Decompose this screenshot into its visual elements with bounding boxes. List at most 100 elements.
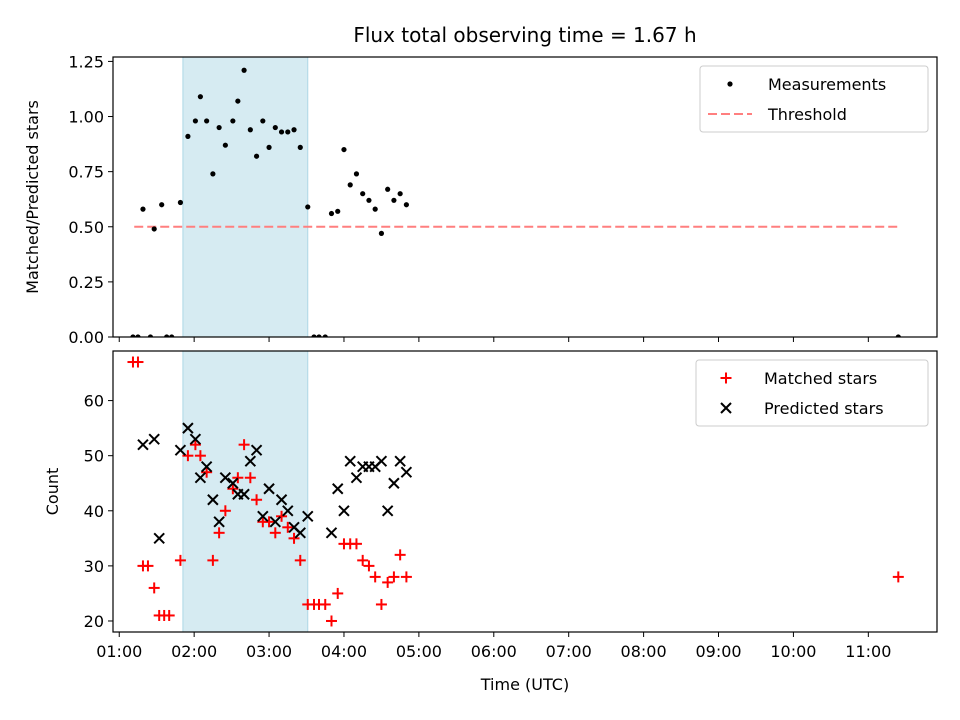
x-tick-label: 08:00 [621, 642, 667, 661]
matched-star-point [400, 571, 412, 583]
measurement-point [316, 334, 322, 337]
x-tick-label: 04:00 [321, 642, 367, 661]
predicted-marker-b [381, 505, 394, 517]
figure-title: Flux total observing time = 1.67 h [353, 23, 696, 47]
y-tick-label: 40 [84, 502, 104, 521]
legend: Matched stars Predicted stars [695, 359, 929, 427]
legend-label: Measurements [768, 75, 886, 94]
measurement-point [291, 127, 297, 133]
predicted-star-point [381, 505, 394, 517]
predicted-star-point [148, 433, 160, 445]
measurement-point [247, 127, 253, 133]
legend: Measurements Threshold [699, 65, 929, 133]
matched-star-point [288, 532, 300, 544]
y-tick-label: 20 [84, 612, 104, 631]
predicted-marker-b [153, 532, 165, 545]
measurement-point [169, 334, 175, 337]
predicted-marker-b [263, 483, 275, 495]
legend-marker-measurement [727, 81, 733, 87]
x-tick-label: 11:00 [845, 642, 891, 661]
plot-frame [112, 56, 938, 338]
y-tick-label: 0.50 [68, 218, 104, 237]
count-panel: 20 30 40 50 60 01:00 02:00 03:00 04:00 05:00 06:00… [43, 350, 938, 694]
measurement-point [391, 197, 397, 203]
measurement-point [266, 144, 272, 150]
predicted-marker-b [350, 472, 363, 484]
plot-frame [112, 350, 938, 633]
matched-star-point [363, 560, 375, 572]
predicted-marker-b [238, 488, 250, 500]
predicted-star-point [207, 494, 219, 506]
predicted-star-point [250, 444, 263, 456]
x-tick-label: 05:00 [396, 642, 442, 661]
legend-box [695, 359, 929, 427]
y-tick-label: 0.75 [68, 163, 104, 182]
measurement-point [164, 334, 170, 337]
predicted-marker-b [400, 466, 413, 478]
predicted-marker-b [244, 455, 257, 467]
predicted-marker-b [394, 455, 406, 467]
predicted-star-point [375, 455, 388, 467]
predicted-marker-b [375, 455, 388, 467]
predicted-star-point [332, 483, 344, 495]
measurement-point [185, 133, 191, 139]
matched-star-point [142, 560, 154, 572]
predicted-star-point [227, 477, 239, 489]
matched-star-point [182, 450, 194, 462]
legend-marker-predicted-b [720, 402, 732, 414]
measurement-point [385, 186, 391, 192]
measurement-point [140, 206, 146, 212]
predicted-marker-b [269, 516, 282, 528]
predicted-star-point [194, 472, 207, 484]
predicted-star-point [282, 505, 294, 517]
measurement-point [216, 124, 222, 131]
predicted-star-point [182, 422, 194, 434]
predicted-marker-b [194, 472, 207, 484]
measurement-point [305, 204, 311, 210]
predicted-marker-b [344, 455, 356, 467]
predicted-marker-b [257, 510, 269, 523]
y-tick-label: 1.00 [68, 108, 104, 127]
measurement-point [403, 202, 409, 208]
predicted-marker-b [189, 433, 202, 445]
predicted-star-point [400, 466, 413, 478]
x-tick-label: 02:00 [171, 642, 217, 661]
measurement-point [397, 191, 403, 197]
x-tick-label: 07:00 [546, 642, 592, 661]
measurement-point [272, 124, 278, 131]
matched-star-point [276, 510, 288, 522]
matched-star-point [189, 439, 201, 451]
predicted-star-point [200, 460, 213, 473]
x-tick-label: 09:00 [695, 642, 741, 661]
predicted-marker-b [219, 472, 232, 484]
x-tick-label: 10:00 [770, 642, 816, 661]
predicted-star-point [244, 455, 257, 467]
predicted-star-point [338, 505, 350, 517]
measurement-point [235, 98, 241, 104]
matched-star-point [219, 505, 231, 517]
predicted-star-point [189, 433, 202, 445]
predicted-marker-b [388, 477, 400, 489]
shaded-interval [182, 350, 309, 633]
measurement-point [372, 206, 378, 212]
measurement-point [278, 129, 285, 135]
matched-star-point [294, 554, 306, 566]
measurement-point [222, 142, 228, 148]
measurement-point [366, 197, 372, 203]
x-tick-label: 03:00 [246, 642, 292, 661]
matched-star-point [163, 609, 175, 621]
ratio-panel: 0.00 0.25 0.50 0.75 1.00 1.25 Matched/Predicte… [23, 52, 938, 347]
predicted-marker-b [275, 494, 288, 506]
y-axis-label: Count [43, 468, 62, 516]
measurement-point [230, 118, 236, 124]
measurement-point [192, 118, 198, 124]
legend-box [699, 65, 929, 133]
predicted-marker-b [294, 527, 306, 539]
measurement-point [353, 171, 360, 177]
predicted-marker-b [288, 521, 300, 534]
predicted-marker-b [182, 422, 194, 434]
predicted-marker-b [332, 483, 344, 495]
x-axis-label: Time (UTC) [480, 675, 569, 694]
predicted-star-point [294, 527, 306, 539]
